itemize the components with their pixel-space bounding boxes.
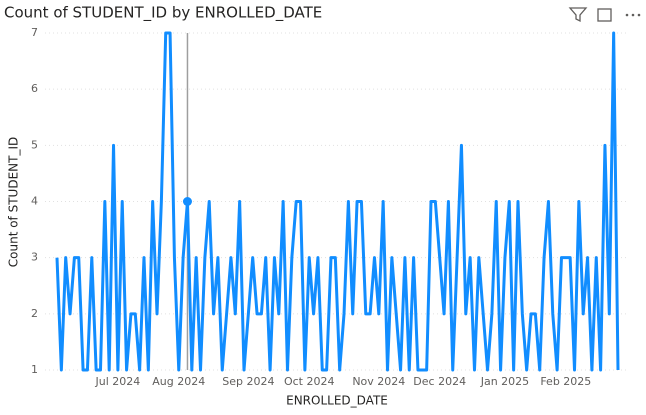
x-tick-label: Aug 2024: [152, 375, 205, 388]
hover-point: [182, 197, 192, 206]
filter-icon[interactable]: [568, 7, 588, 23]
x-tick-label: Feb 2025: [540, 375, 591, 388]
data-line: [55, 31, 620, 372]
y-axis-title: Count of STUDENT_ID: [7, 137, 21, 267]
focus-icon[interactable]: [597, 8, 612, 22]
x-tick-label: Jul 2024: [95, 375, 141, 388]
x-axis-title: ENROLLED_DATE: [286, 394, 388, 408]
y-tick-label: 5: [31, 138, 38, 151]
x-tick-label: Oct 2024: [284, 375, 335, 388]
visual-header-icons[interactable]: [568, 7, 641, 23]
y-tick-label: 7: [31, 26, 38, 39]
y-tick-label: 1: [31, 363, 38, 376]
chart-title: Count of STUDENT_ID by ENROLLED_DATE: [4, 4, 322, 23]
y-tick-label: 2: [31, 307, 38, 320]
x-tick-label: Dec 2024: [413, 375, 466, 388]
y-tick-label: 4: [31, 195, 38, 208]
x-tick-label: Jan 2025: [480, 375, 529, 388]
y-tick-label: 3: [31, 251, 38, 264]
x-tick-label: Nov 2024: [352, 375, 405, 388]
x-tick-label: Sep 2024: [222, 375, 274, 388]
y-tick-label: 6: [31, 82, 38, 95]
more-icon[interactable]: [625, 13, 641, 17]
